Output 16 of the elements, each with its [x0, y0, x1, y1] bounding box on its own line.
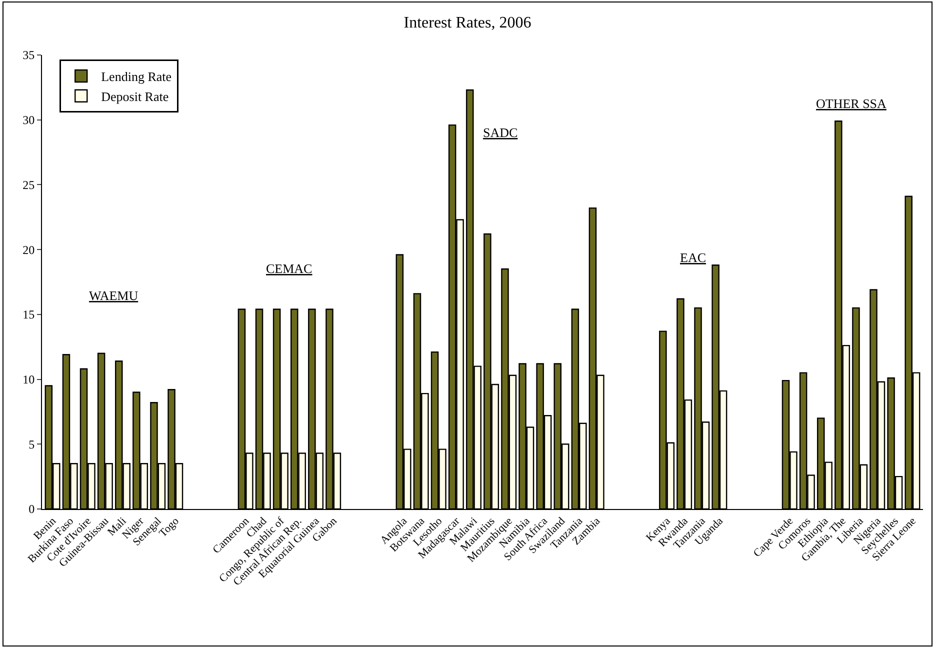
y-tick-label: 25: [22, 178, 35, 192]
y-tick-label: 20: [22, 242, 35, 257]
legend-label: Deposit Rate: [101, 88, 169, 104]
y-tick-label: 15: [22, 308, 35, 322]
y-tick-label: 35: [22, 48, 35, 62]
annotation: EAC: [680, 250, 706, 265]
y-tick-label: 0: [28, 502, 35, 516]
legend-label: Lending Rate: [101, 69, 172, 84]
annotation: SADC: [483, 125, 518, 140]
annotation: CEMAC: [266, 261, 312, 276]
y-tick-label: 30: [22, 113, 35, 128]
annotation: OTHER SSA: [816, 96, 888, 111]
annotation: WAEMU: [89, 288, 139, 303]
y-tick-label: 10: [22, 372, 35, 386]
chart-title: Interest Rates, 2006: [404, 14, 532, 32]
y-tick-label: 5: [28, 437, 35, 452]
